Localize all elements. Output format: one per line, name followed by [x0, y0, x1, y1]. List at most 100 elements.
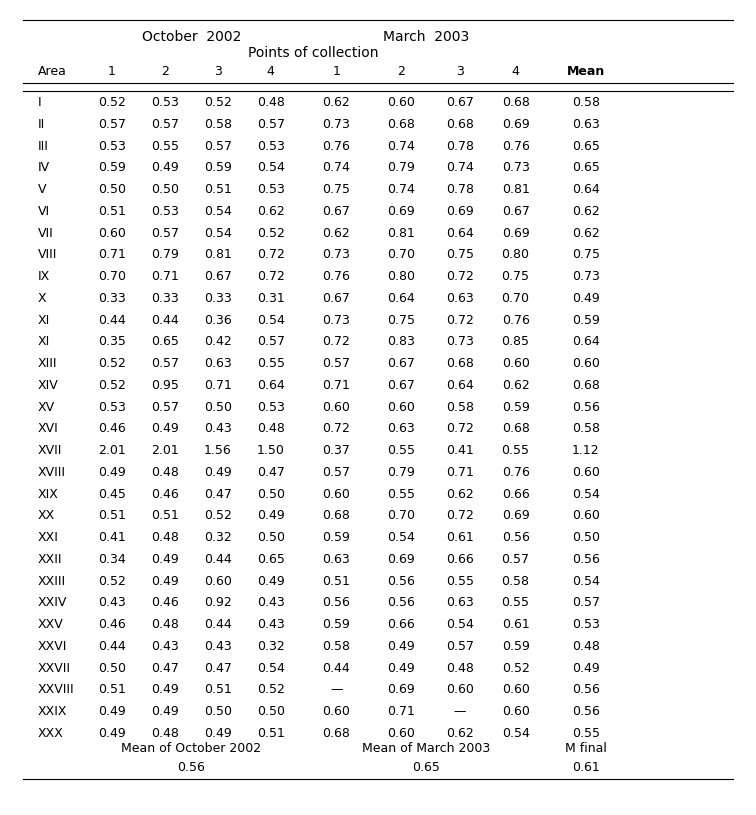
Text: 0.69: 0.69 — [502, 227, 529, 240]
Text: 1: 1 — [333, 65, 340, 78]
Text: 0.63: 0.63 — [387, 422, 414, 435]
Text: 0.52: 0.52 — [98, 96, 125, 109]
Text: XVII: XVII — [38, 444, 62, 457]
Text: 0.53: 0.53 — [98, 401, 125, 414]
Text: 0.55: 0.55 — [501, 597, 530, 610]
Text: 0.50: 0.50 — [98, 662, 126, 675]
Text: 0.54: 0.54 — [502, 727, 529, 740]
Text: 0.67: 0.67 — [502, 205, 529, 218]
Text: 0.49: 0.49 — [151, 422, 178, 435]
Text: 0.49: 0.49 — [204, 727, 231, 740]
Text: 0.71: 0.71 — [98, 249, 125, 262]
Text: 0.56: 0.56 — [572, 401, 600, 414]
Text: 0.49: 0.49 — [98, 727, 125, 740]
Text: 0.56: 0.56 — [323, 597, 350, 610]
Text: 3: 3 — [456, 65, 463, 78]
Text: 0.42: 0.42 — [204, 336, 231, 349]
Text: 0.57: 0.57 — [150, 118, 179, 131]
Text: XXIV: XXIV — [38, 597, 67, 610]
Text: 0.76: 0.76 — [323, 271, 350, 283]
Text: 0.48: 0.48 — [151, 727, 178, 740]
Text: 0.48: 0.48 — [572, 640, 600, 653]
Text: IX: IX — [38, 271, 50, 283]
Text: XX: XX — [38, 509, 55, 522]
Text: 0.50: 0.50 — [98, 183, 126, 196]
Text: 0.75: 0.75 — [501, 271, 530, 283]
Text: 0.79: 0.79 — [387, 161, 414, 174]
Text: 0.60: 0.60 — [572, 509, 600, 522]
Text: 0.51: 0.51 — [151, 509, 178, 522]
Text: VIII: VIII — [38, 249, 57, 262]
Text: 0.53: 0.53 — [257, 183, 284, 196]
Text: 0.72: 0.72 — [257, 249, 284, 262]
Text: 3: 3 — [214, 65, 222, 78]
Text: —: — — [454, 705, 466, 718]
Text: 0.37: 0.37 — [323, 444, 350, 457]
Text: 0.53: 0.53 — [151, 96, 178, 109]
Text: 0.52: 0.52 — [98, 379, 125, 392]
Text: 0.57: 0.57 — [322, 466, 351, 479]
Text: 4: 4 — [512, 65, 519, 78]
Text: 0.75: 0.75 — [322, 183, 351, 196]
Text: 0.36: 0.36 — [204, 314, 231, 327]
Text: 0.74: 0.74 — [387, 139, 414, 152]
Text: 0.69: 0.69 — [446, 205, 473, 218]
Text: XIII: XIII — [38, 357, 57, 370]
Text: Mean of October 2002: Mean of October 2002 — [121, 742, 262, 756]
Text: —: — — [330, 684, 342, 697]
Text: 0.49: 0.49 — [151, 161, 178, 174]
Text: 0.52: 0.52 — [257, 227, 284, 240]
Text: 0.68: 0.68 — [323, 509, 350, 522]
Text: 0.60: 0.60 — [387, 96, 414, 109]
Text: 0.51: 0.51 — [204, 684, 231, 697]
Text: 0.56: 0.56 — [387, 575, 414, 588]
Text: 0.44: 0.44 — [204, 553, 231, 566]
Text: 0.49: 0.49 — [204, 466, 231, 479]
Text: 0.51: 0.51 — [204, 183, 231, 196]
Text: 0.56: 0.56 — [572, 684, 600, 697]
Text: 0.67: 0.67 — [387, 379, 414, 392]
Text: 0.70: 0.70 — [501, 292, 530, 305]
Text: 0.49: 0.49 — [257, 575, 284, 588]
Text: XXX: XXX — [38, 727, 64, 740]
Text: 0.60: 0.60 — [323, 487, 350, 500]
Text: 0.75: 0.75 — [445, 249, 474, 262]
Text: 0.63: 0.63 — [572, 118, 600, 131]
Text: 0.68: 0.68 — [323, 727, 350, 740]
Text: 0.69: 0.69 — [502, 509, 529, 522]
Text: 0.68: 0.68 — [446, 357, 473, 370]
Text: 0.35: 0.35 — [98, 336, 125, 349]
Text: 0.57: 0.57 — [150, 401, 179, 414]
Text: 0.81: 0.81 — [387, 227, 414, 240]
Text: 0.67: 0.67 — [204, 271, 231, 283]
Text: 0.65: 0.65 — [412, 760, 440, 773]
Text: 0.41: 0.41 — [446, 444, 473, 457]
Text: 1: 1 — [108, 65, 116, 78]
Text: 0.70: 0.70 — [98, 271, 126, 283]
Text: 0.59: 0.59 — [98, 161, 125, 174]
Text: 0.57: 0.57 — [150, 227, 179, 240]
Text: 0.57: 0.57 — [98, 118, 126, 131]
Text: 0.57: 0.57 — [256, 336, 285, 349]
Text: 0.74: 0.74 — [323, 161, 350, 174]
Text: 0.53: 0.53 — [98, 139, 125, 152]
Text: 0.56: 0.56 — [387, 597, 414, 610]
Text: 0.56: 0.56 — [572, 553, 600, 566]
Text: 0.60: 0.60 — [323, 401, 350, 414]
Text: 0.72: 0.72 — [446, 509, 473, 522]
Text: 0.67: 0.67 — [323, 292, 350, 305]
Text: 0.68: 0.68 — [446, 118, 473, 131]
Text: XXII: XXII — [38, 553, 62, 566]
Text: 0.57: 0.57 — [501, 553, 530, 566]
Text: 0.78: 0.78 — [445, 139, 474, 152]
Text: 0.49: 0.49 — [151, 575, 178, 588]
Text: 0.48: 0.48 — [151, 466, 178, 479]
Text: 0.76: 0.76 — [502, 466, 529, 479]
Text: 0.70: 0.70 — [386, 249, 415, 262]
Text: 0.58: 0.58 — [572, 422, 600, 435]
Text: 2.01: 2.01 — [98, 444, 125, 457]
Text: 0.62: 0.62 — [257, 205, 284, 218]
Text: 0.54: 0.54 — [387, 531, 414, 544]
Text: 0.53: 0.53 — [151, 205, 178, 218]
Text: 0.57: 0.57 — [150, 357, 179, 370]
